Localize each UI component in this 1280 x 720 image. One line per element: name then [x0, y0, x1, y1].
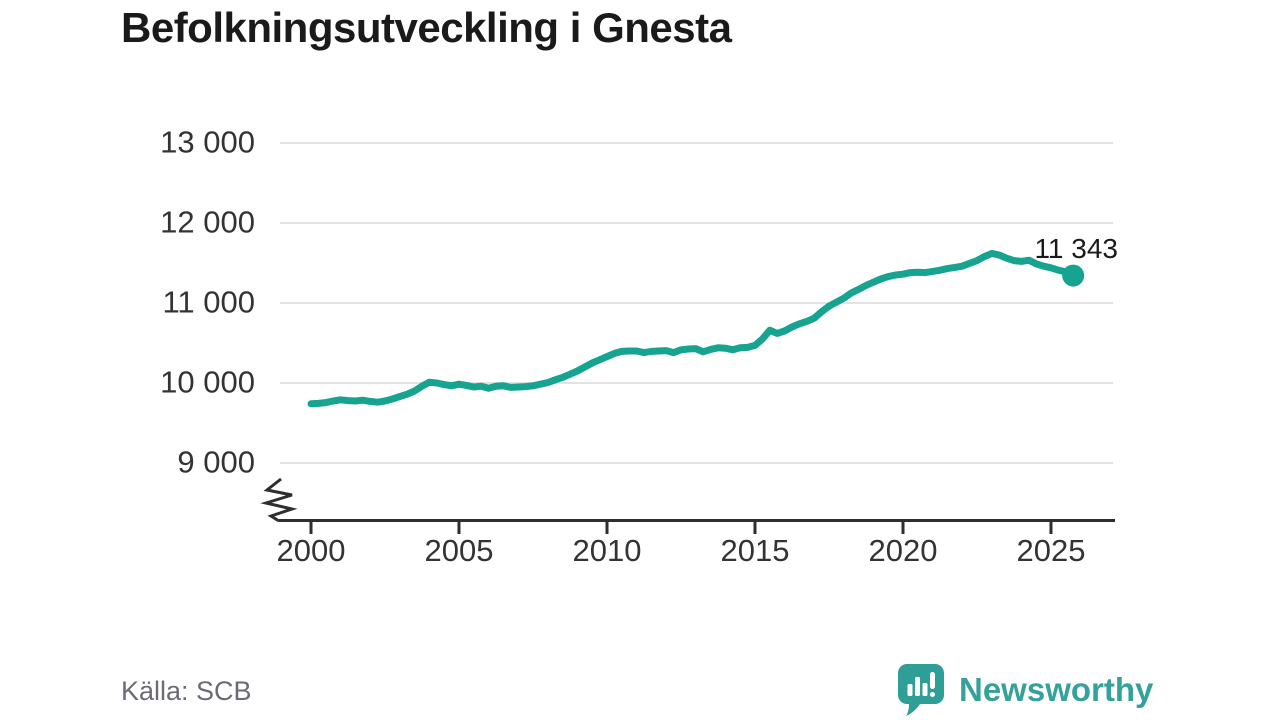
endpoint-dot	[1062, 264, 1085, 287]
x-tick-label: 2000	[276, 533, 346, 568]
x-tick-label: 2010	[572, 533, 642, 568]
x-tick-label: 2025	[1016, 533, 1086, 568]
y-tick-label: 13 000	[160, 124, 255, 160]
chart-title: Befolkningsutveckling i Gnesta	[121, 4, 732, 51]
y-tick-label: 12 000	[160, 204, 255, 240]
population-line-series	[307, 249, 1077, 408]
x-tick-label: 2020	[868, 533, 938, 568]
y-tick-label: 11 000	[162, 284, 255, 320]
source-note: Källa: SCB	[121, 676, 252, 706]
axis-break-zigzag-icon	[260, 477, 298, 523]
y-tick-label: 10 000	[160, 364, 255, 400]
y-tick-label: 9 000	[177, 444, 255, 480]
last-value-label: 11 343	[1034, 233, 1118, 264]
x-tick-label: 2015	[720, 533, 790, 568]
newsworthy-logo: Newsworthy	[897, 663, 1153, 717]
brand-name: Newsworthy	[959, 671, 1154, 708]
speech-bubble-bar-chart-icon	[898, 664, 944, 716]
x-tick-label: 2005	[424, 533, 494, 568]
